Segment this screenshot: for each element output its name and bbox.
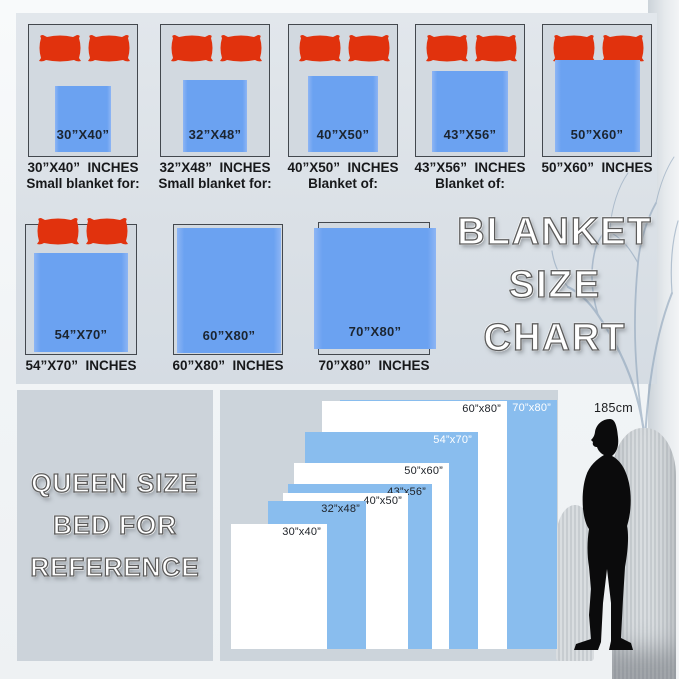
bed-card-caption: 60”X80” INCHES <box>155 358 301 374</box>
bed-card: 32”X48” <box>160 24 270 157</box>
blanket-rect: 40”X50” <box>308 76 378 152</box>
bed-card: 30”X40” <box>28 24 138 157</box>
pillow-icon <box>85 217 129 245</box>
blanket-rect: 32”X48” <box>183 80 247 152</box>
pillow-icon <box>552 34 596 62</box>
blanket-size-label: 50”X60” <box>570 127 624 142</box>
caption-size-line: 70”X80” INCHES <box>318 358 430 373</box>
size-overlay-label: 70”x80” <box>512 402 551 414</box>
bubble-text-line: SIZE <box>508 263 602 306</box>
caption-size-line: 43”X56” INCHES <box>414 160 526 175</box>
caption-size-line: 32”X48” INCHES <box>159 160 271 175</box>
caption-size-line: 60”X80” INCHES <box>172 358 284 373</box>
size-overlay-label: 60”x80” <box>462 403 501 415</box>
pillow-icon <box>425 34 469 62</box>
bubble-text-line: BED FOR <box>52 509 177 540</box>
blanket-size-label: 30”X40” <box>56 127 110 142</box>
bed-card: 70”X80” <box>314 222 436 355</box>
blanket-rect: 43”X56” <box>432 71 508 152</box>
bed-card: 43”X56” <box>415 24 525 157</box>
caption-size-line: 30”X40” INCHES <box>27 160 139 175</box>
blanket-size-label: 54”X70” <box>54 327 108 342</box>
bubble-text-line: BLANKET <box>457 210 653 253</box>
bed-card-caption: 40”X50” INCHES Blanket of: <box>270 160 416 191</box>
caption-desc-line: Blanket of: <box>435 176 505 191</box>
reference-text-panel <box>17 390 213 661</box>
blanket-rect: 50”X60” <box>554 60 640 152</box>
height-label: 185cm <box>594 401 634 415</box>
blanket-rect: 60”X80” <box>177 228 281 353</box>
blanket-size-label: 32”X48” <box>188 127 242 142</box>
caption-desc-line: Small blanket for: <box>26 176 140 191</box>
size-overlay-label: 32”x48” <box>321 503 360 515</box>
bed-card-caption: 54”X70” INCHES <box>7 358 155 374</box>
pillow-icon <box>38 34 82 62</box>
pillow-icon <box>601 34 645 62</box>
man-silhouette <box>574 419 633 650</box>
size-overlay-label: 50”x60” <box>404 465 443 477</box>
blanket-size-label: 43”X56” <box>443 127 497 142</box>
size-overlay-label: 40”x50” <box>363 495 402 507</box>
pillow-icon <box>36 217 80 245</box>
caption-size-line: 50”X60” INCHES <box>541 160 653 175</box>
pillow-icon <box>347 34 391 62</box>
blanket-size-label: 40”X50” <box>316 127 370 142</box>
pillow-icon <box>87 34 131 62</box>
reference-caption: QUEEN SIZE BED FOR REFERENCE <box>17 462 213 588</box>
chart-title: BLANKET SIZE CHART <box>452 206 658 365</box>
floor-vase-small <box>556 505 594 661</box>
bed-card-caption: 50”X60” INCHES <box>524 160 670 176</box>
bubble-text-line: QUEEN SIZE <box>31 467 199 498</box>
bed-card-caption: 43”X56” INCHES Blanket of: <box>397 160 543 191</box>
bed-card-caption: 32”X48” INCHES Small blanket for: <box>142 160 288 191</box>
bed-card: 50”X60” <box>542 24 652 157</box>
blanket-size-label: 70”X80” <box>348 324 402 339</box>
pillow-icon <box>219 34 263 62</box>
size-overlay-label: 30”x40” <box>282 526 321 538</box>
bed-card: 60”X80” <box>173 224 283 355</box>
bed-card-caption: 70”X80” INCHES <box>300 358 448 374</box>
blanket-size-label: 60”X80” <box>202 328 256 343</box>
caption-desc-line: Small blanket for: <box>158 176 272 191</box>
caption-size-line: 54”X70” INCHES <box>25 358 137 373</box>
bubble-text-line: CHART <box>483 316 627 359</box>
bed-card-caption: 30”X40” INCHES Small blanket for: <box>10 160 156 191</box>
bed-card: 54”X70” <box>25 218 137 355</box>
bed-card: 40”X50” <box>288 24 398 157</box>
bubble-text-line: REFERENCE <box>30 551 200 582</box>
caption-size-line: 40”X50” INCHES <box>287 160 399 175</box>
blanket-rect: 30”X40” <box>55 86 111 152</box>
blanket-rect: 70”X80” <box>314 228 436 349</box>
pillow-icon <box>298 34 342 62</box>
pillow-icon <box>170 34 214 62</box>
caption-desc-line: Blanket of: <box>308 176 378 191</box>
blanket-rect: 54”X70” <box>34 253 128 352</box>
pillow-icon <box>474 34 518 62</box>
size-overlay-rect: 30”x40” <box>231 524 327 649</box>
size-overlay-label: 54”x70” <box>433 434 472 446</box>
